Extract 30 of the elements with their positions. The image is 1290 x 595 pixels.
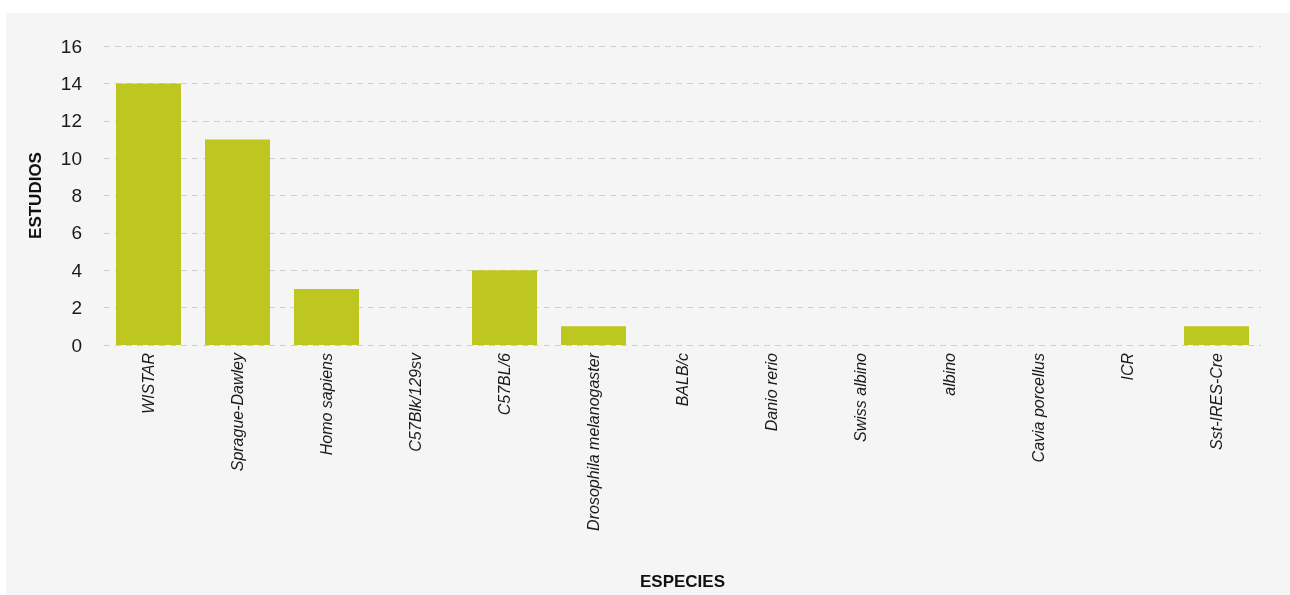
y-tick-label: 4 [71, 259, 83, 281]
x-tick-label: C57BL/6 [496, 352, 513, 416]
bar [561, 326, 626, 345]
x-tick-label: Sprague-Dawley [229, 352, 246, 472]
x-tick-label: Homo sapiens [318, 353, 335, 456]
y-tick-label: 16 [60, 35, 82, 57]
x-tick-label: WISTAR [140, 352, 157, 415]
y-tick-label: 0 [71, 334, 82, 356]
x-tick-label: albino [941, 352, 958, 396]
x-tick-label: C57Blk/129sv [407, 352, 424, 452]
y-tick-label: 8 [71, 185, 82, 206]
bar [1184, 326, 1249, 345]
y-tick-label: 12 [60, 110, 82, 132]
x-tick-label: Cavia porcellus [1030, 353, 1047, 463]
y-axis-title: ESTUDIOS [26, 152, 45, 239]
bar [472, 270, 537, 345]
x-tick-label: Danio rerio [763, 352, 780, 432]
y-tick-label: 6 [71, 222, 82, 244]
x-tick-label: Sst-IRES-Cre [1208, 352, 1225, 450]
bar [294, 288, 359, 345]
x-tick-label: Drosophila melanogaster [585, 352, 602, 531]
x-tick-label: BALB/c [674, 353, 691, 407]
x-tick-label: ICR [1119, 352, 1136, 381]
x-axis-title: ESPECIES [639, 572, 726, 591]
y-tick-label: 2 [71, 297, 82, 319]
bar [205, 139, 270, 345]
bar [116, 83, 181, 345]
y-tick-label: 14 [60, 72, 83, 94]
x-tick-label: Swiss albino [852, 352, 869, 442]
y-tick-label: 10 [60, 147, 82, 169]
